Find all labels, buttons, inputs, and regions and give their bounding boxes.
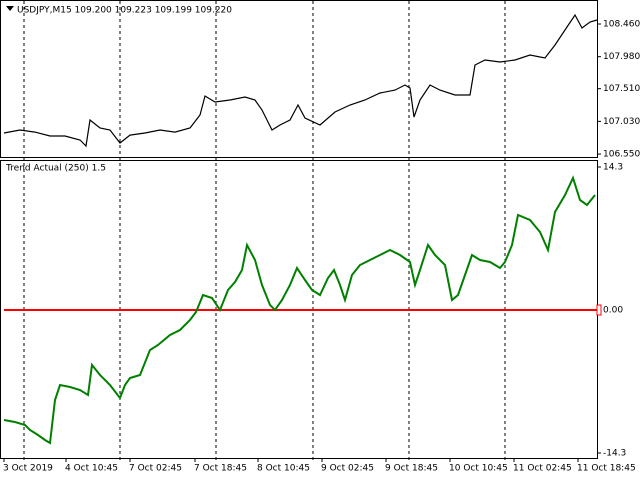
price-panel-frame	[0, 0, 598, 158]
x-tick-label: 4 Oct 10:45	[65, 464, 118, 474]
level-label: 0.00	[603, 306, 623, 316]
x-tick-label: 11 Oct 18:45	[577, 464, 636, 474]
y-tick-label: 107.980	[603, 52, 640, 62]
x-tick-label: 3 Oct 2019	[3, 464, 53, 474]
collapse-icon[interactable]	[6, 6, 14, 11]
indicator-header: Trend Actual (250) 1.5	[5, 164, 106, 174]
x-tick-label: 7 Oct 02:45	[129, 464, 182, 474]
price-header: USDJPY,M15 109.200 109.223 109.199 109.2…	[17, 6, 232, 16]
series-line	[3, 13, 598, 148]
series-line	[3, 175, 596, 445]
y-tick-label: 107.030	[603, 117, 640, 127]
y-tick-label: 108.460	[603, 20, 640, 30]
x-tick-label: 8 Oct 10:45	[257, 464, 310, 474]
x-tick-label: 11 Oct 02:45	[513, 464, 572, 474]
x-tick-label: 10 Oct 10:45	[449, 464, 508, 474]
x-tick-label: 9 Oct 02:45	[321, 464, 374, 474]
y-tick-label: 14.3	[603, 163, 623, 173]
y-tick-label: -14.3	[603, 449, 626, 459]
y-tick-label: 106.550	[603, 150, 640, 160]
level-marker	[596, 304, 602, 316]
x-tick-label: 7 Oct 18:45	[194, 464, 247, 474]
y-tick-label: 107.510	[603, 84, 640, 94]
x-tick-label: 9 Oct 18:45	[385, 464, 438, 474]
